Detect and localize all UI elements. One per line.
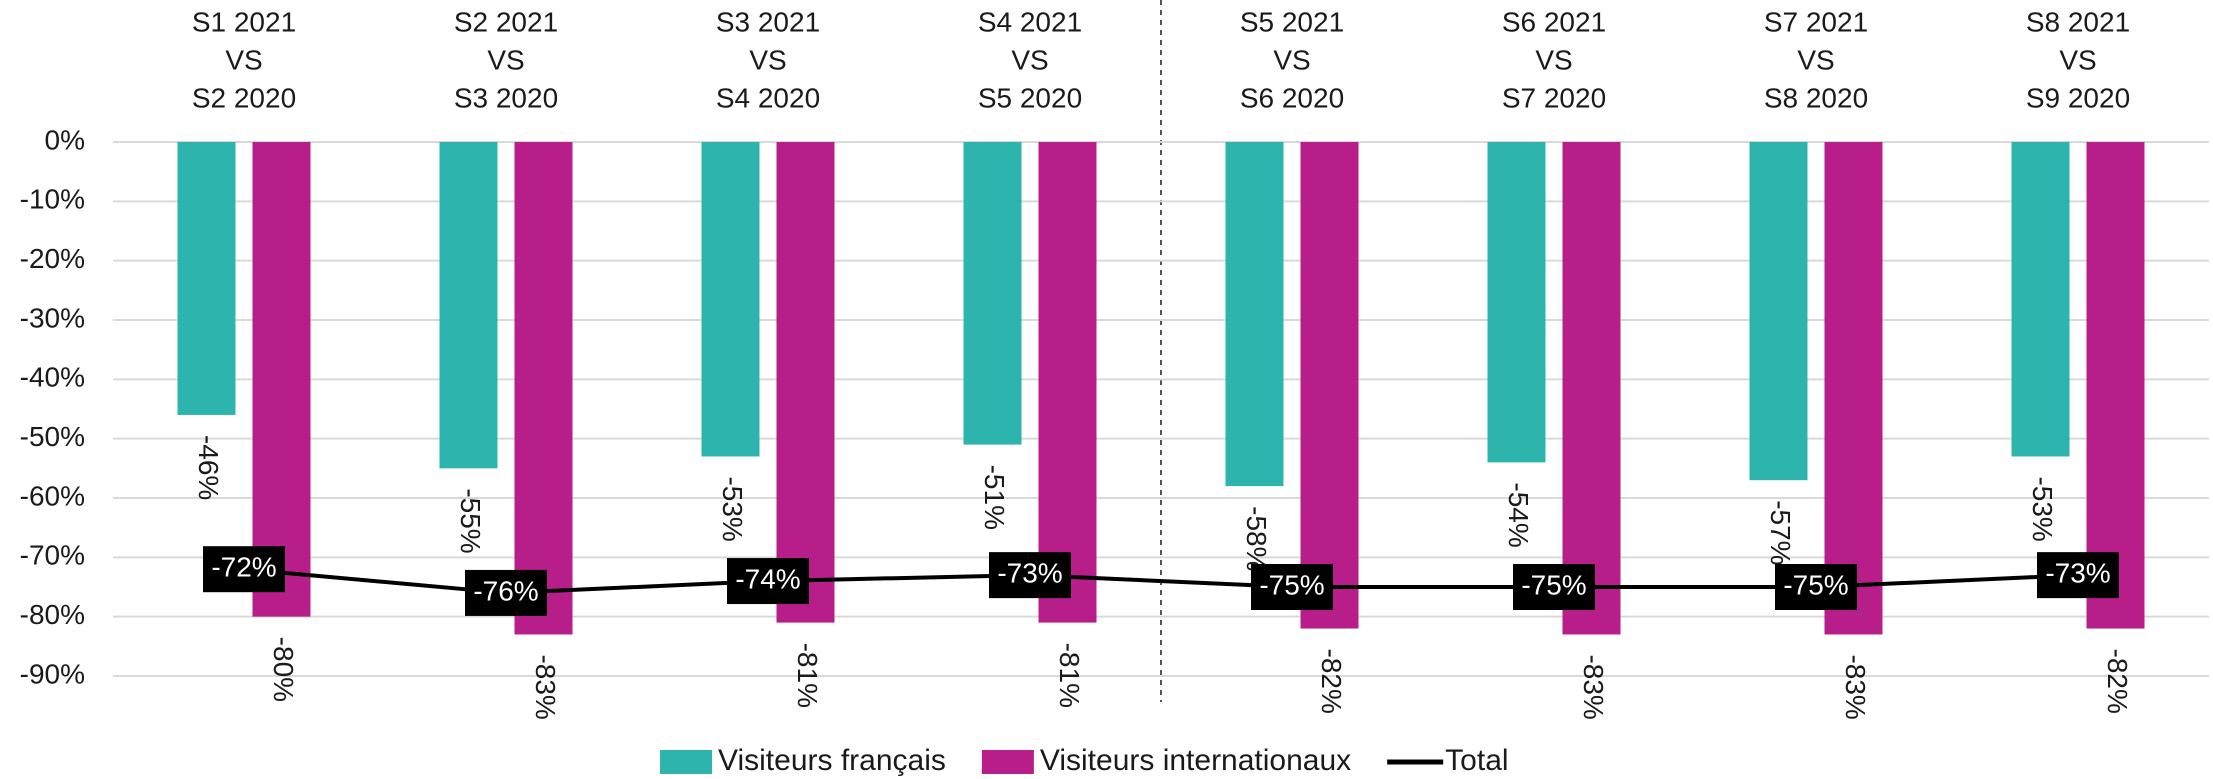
bar xyxy=(963,142,1022,445)
bar xyxy=(1562,142,1621,635)
y-tick-label: -90% xyxy=(20,658,85,689)
data-label: -73% xyxy=(2045,558,2110,589)
line xyxy=(243,567,2079,595)
data-label: -57% xyxy=(1765,500,1796,565)
x-tick-label: VS xyxy=(1011,44,1048,75)
x-tick-label: S7 2020 xyxy=(1502,82,1606,113)
data-label: -83% xyxy=(1578,654,1609,719)
bar xyxy=(2086,142,2145,629)
data-label: -81% xyxy=(1054,643,1085,708)
x-tick-label: S6 2020 xyxy=(1240,82,1344,113)
data-label: -83% xyxy=(530,654,561,719)
x-tick-label: S5 2021 xyxy=(1240,6,1344,37)
data-label: -74% xyxy=(735,563,800,594)
y-tick-label: -30% xyxy=(20,302,85,333)
x-tick-label: VS xyxy=(1273,44,1310,75)
legend-label: Visiteurs internationaux xyxy=(1040,744,1351,777)
data-label: -82% xyxy=(1316,649,1347,714)
legend-label: Total xyxy=(1445,744,1508,777)
bar xyxy=(177,142,236,415)
label-box xyxy=(1775,564,1857,610)
x-tick-label: VS xyxy=(1535,44,1572,75)
label-box xyxy=(727,558,809,605)
x-tick-label: VS xyxy=(225,44,262,75)
y-tick-label: 0% xyxy=(45,124,85,155)
label-box xyxy=(203,546,285,593)
data-label: -75% xyxy=(1783,569,1848,600)
bar xyxy=(1749,142,1808,481)
legend-swatch xyxy=(660,750,712,774)
y-tick-label: -70% xyxy=(20,540,85,571)
data-label: -81% xyxy=(792,643,823,708)
legend-label: Visiteurs français xyxy=(718,744,946,777)
x-tick-label: S7 2021 xyxy=(1764,6,1868,37)
x-tick-label: S4 2021 xyxy=(978,6,1082,37)
data-label: -46% xyxy=(193,435,224,500)
data-label: -53% xyxy=(2027,476,2058,541)
x-tick-label: VS xyxy=(1797,44,1834,75)
bar xyxy=(1487,142,1546,463)
data-label: -76% xyxy=(473,575,538,606)
x-tick-label: S8 2021 xyxy=(2026,6,2130,37)
x-tick-label: S3 2020 xyxy=(454,82,558,113)
y-tick-label: -80% xyxy=(20,599,85,630)
x-tick-label: VS xyxy=(487,44,524,75)
x-tick-label: S2 2021 xyxy=(454,6,558,37)
bar xyxy=(776,142,835,623)
data-label: -55% xyxy=(455,488,486,553)
label-box xyxy=(2037,552,2119,599)
data-label: -72% xyxy=(211,552,276,583)
data-label: -75% xyxy=(1521,569,1586,600)
x-tick-label: S4 2020 xyxy=(716,82,820,113)
x-tick-label: S6 2021 xyxy=(1502,6,1606,37)
x-tick-label: S3 2021 xyxy=(716,6,820,37)
bar xyxy=(1038,142,1097,623)
y-tick-label: -10% xyxy=(20,184,85,215)
x-tick-label: VS xyxy=(2059,44,2096,75)
x-tick-label: S9 2020 xyxy=(2026,82,2130,113)
label-box xyxy=(1251,564,1333,610)
bar xyxy=(2011,142,2070,457)
data-label: -54% xyxy=(1503,482,1534,547)
y-tick-label: -60% xyxy=(20,480,85,511)
bar xyxy=(1300,142,1359,629)
data-label: -75% xyxy=(1259,569,1324,600)
data-label: -58% xyxy=(1241,506,1272,571)
data-label: -51% xyxy=(979,465,1010,530)
x-tick-label: VS xyxy=(749,44,786,75)
bar xyxy=(701,142,760,457)
data-label: -53% xyxy=(717,476,748,541)
data-label: -82% xyxy=(2102,649,2133,714)
y-tick-label: -50% xyxy=(20,421,85,452)
data-label: -83% xyxy=(1840,654,1871,719)
bar xyxy=(439,142,498,469)
bar xyxy=(1225,142,1284,487)
data-label: -80% xyxy=(268,637,299,702)
data-label: -73% xyxy=(997,558,1062,589)
x-tick-label: S1 2021 xyxy=(192,6,296,37)
y-tick-label: -40% xyxy=(20,362,85,393)
bar xyxy=(252,142,311,617)
label-box xyxy=(465,569,547,616)
label-box xyxy=(989,552,1071,599)
label-box xyxy=(1513,564,1595,610)
bar xyxy=(1824,142,1883,635)
bar xyxy=(514,142,573,635)
x-tick-label: S2 2020 xyxy=(192,82,296,113)
legend-swatch xyxy=(981,750,1034,774)
x-tick-label: S5 2020 xyxy=(978,82,1082,113)
x-tick-label: S8 2020 xyxy=(1764,82,1868,113)
y-tick-label: -20% xyxy=(20,243,85,274)
